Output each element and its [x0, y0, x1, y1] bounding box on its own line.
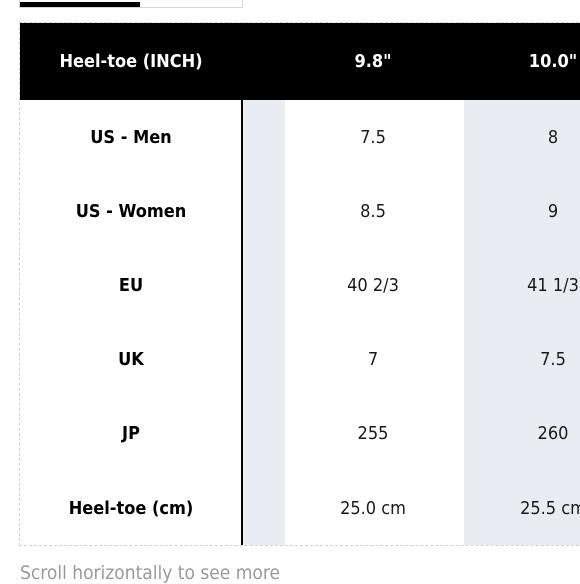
header-label: Heel-toe (INCH) [59, 51, 203, 72]
table-cell: 260 [537, 423, 569, 444]
row-label-eu: EU [118, 275, 144, 296]
table-cell: 7.5 [540, 349, 566, 370]
table-cell: 9 [547, 201, 559, 222]
column-header-9-8: 9.8" [354, 51, 392, 72]
sticky-column-divider [241, 100, 243, 545]
table-header-row: Heel-toe (INCH) 9.8" 10.0" [20, 23, 580, 100]
column-stripe [243, 100, 285, 545]
column-header-10-0: 10.0" [528, 51, 578, 72]
table-cell: 40 2/3 [347, 275, 399, 296]
row-labels-column [20, 100, 242, 545]
column-stripe [464, 100, 580, 545]
row-label-jp: JP [122, 423, 140, 444]
table-cell: 7 [367, 349, 379, 370]
table-cell: 25.0 cm [340, 498, 406, 519]
scroll-hint: Scroll horizontally to see more [20, 562, 280, 584]
size-unit-tabs [19, 0, 243, 8]
size-chart-table[interactable]: Heel-toe (INCH) 9.8" 10.0" US - Men 7.5 … [19, 22, 580, 546]
row-label-us-women: US - Women [75, 201, 187, 222]
table-cell: 8 [547, 127, 559, 148]
tab-active-indicator[interactable] [20, 2, 140, 7]
table-cell: 8.5 [360, 201, 386, 222]
table-cell: 255 [357, 423, 389, 444]
table-cell: 25.5 cm [520, 498, 580, 519]
table-cell: 41 1/3 [527, 275, 579, 296]
tab-inactive[interactable] [140, 0, 242, 7]
row-label-heel-toe-cm: Heel-toe (cm) [68, 498, 194, 519]
row-label-us-men: US - Men [90, 127, 172, 148]
table-cell: 7.5 [360, 127, 386, 148]
row-label-uk: UK [118, 349, 144, 370]
